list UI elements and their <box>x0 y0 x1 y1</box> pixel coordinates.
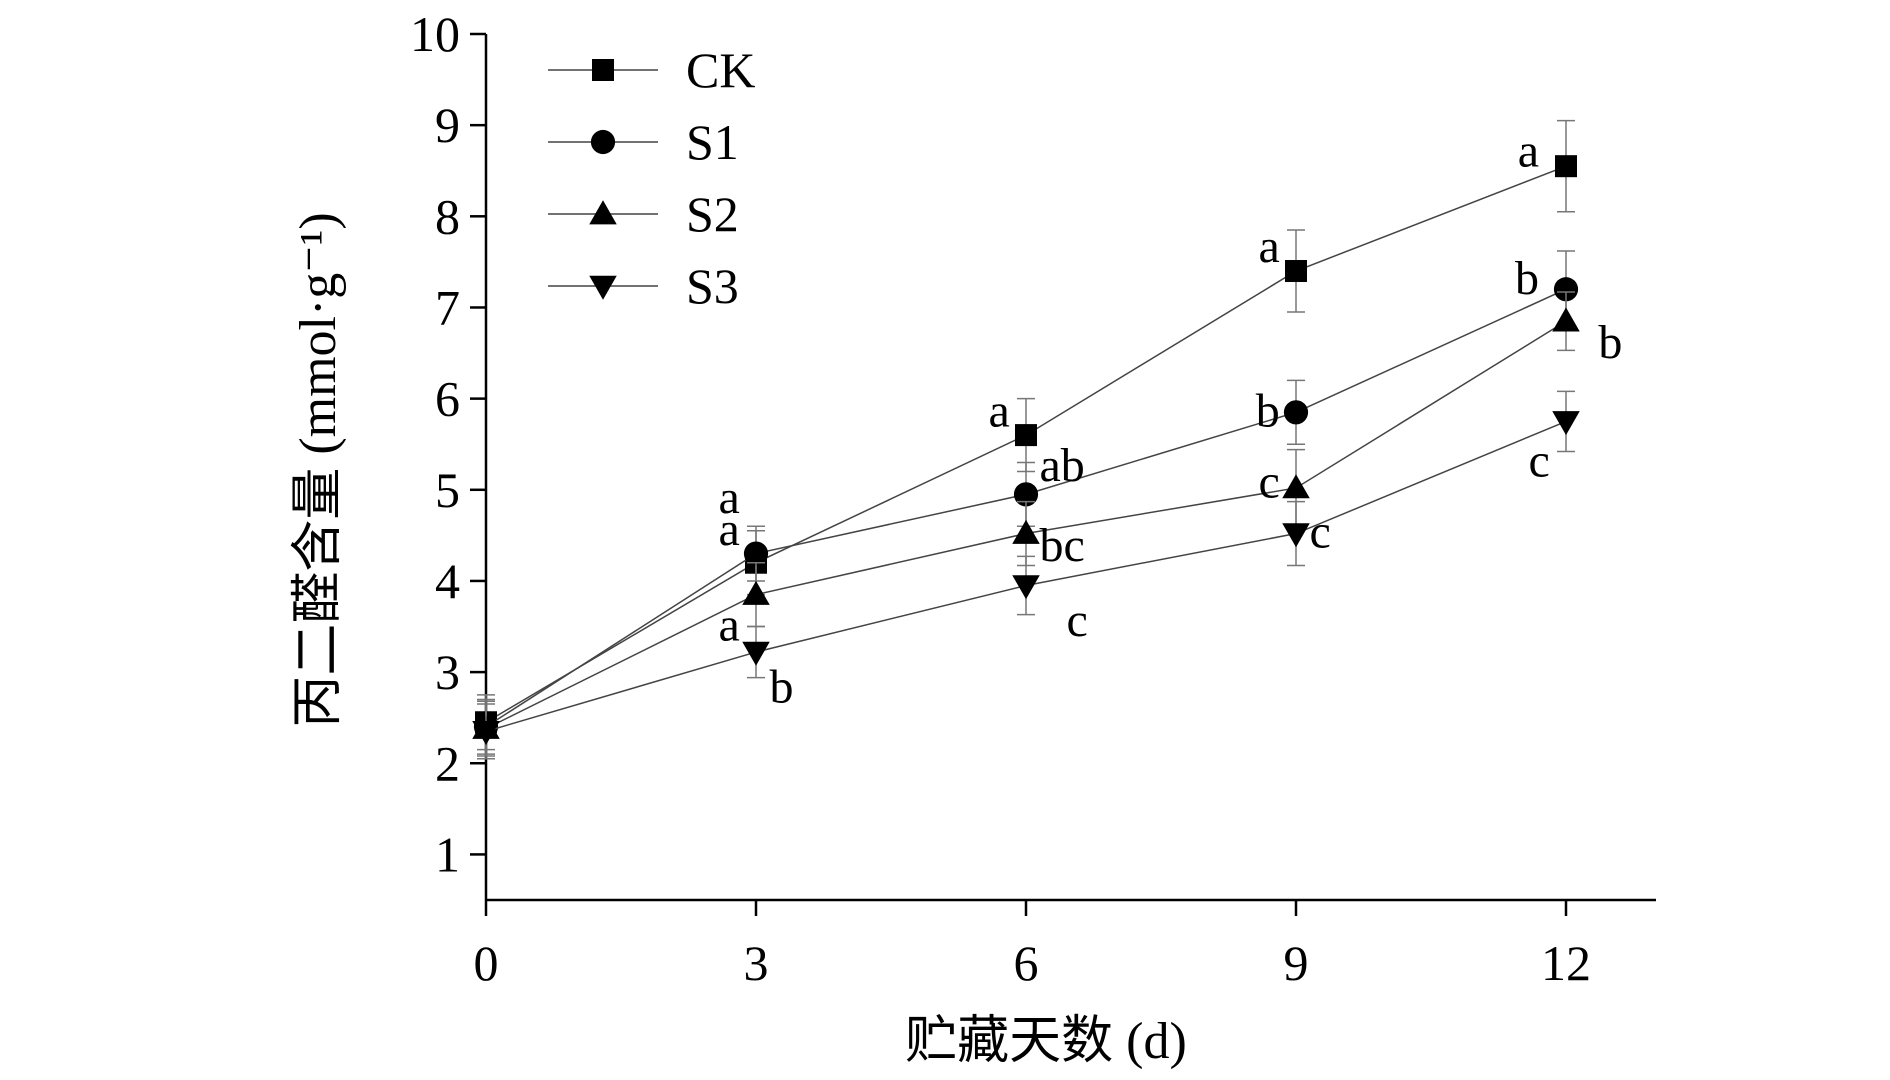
y-tick-label: 8 <box>435 188 460 244</box>
significance-label: b <box>1515 252 1539 305</box>
data-point <box>743 541 769 566</box>
significance-label: ab <box>1040 439 1085 492</box>
y-tick-label: 9 <box>435 97 460 153</box>
data-point <box>1285 260 1307 283</box>
legend-item-s3: S3 <box>548 258 739 314</box>
data-point <box>472 721 500 746</box>
data-point <box>1552 411 1580 436</box>
x-tick-label: 3 <box>744 935 769 991</box>
significance-label: c <box>1258 455 1279 508</box>
x-tick-label: 9 <box>1284 935 1309 991</box>
legend-label: S2 <box>686 186 739 242</box>
x-axis-label: 贮藏天数 (d) <box>905 1013 1187 1070</box>
legend-marker <box>589 200 617 225</box>
significance-label: c <box>1067 594 1088 647</box>
x-tick-label: 6 <box>1014 935 1039 991</box>
y-tick-label: 3 <box>435 644 460 700</box>
data-point <box>1282 474 1310 499</box>
y-tick-label: 1 <box>435 826 460 882</box>
legend-label: S3 <box>686 258 739 314</box>
significance-label: b <box>1256 384 1280 437</box>
significance-label: b <box>1598 316 1622 369</box>
legend-marker <box>590 129 616 155</box>
data-point <box>1015 424 1037 447</box>
legend-label: CK <box>686 42 755 98</box>
data-point <box>1013 482 1039 507</box>
significance-label: a <box>988 384 1009 437</box>
significance-label: c <box>1528 434 1549 487</box>
significance-label: c <box>1310 506 1331 559</box>
legend-marker <box>592 59 614 81</box>
data-point <box>742 641 770 666</box>
significance-label: b <box>770 661 794 714</box>
data-point <box>1553 277 1579 302</box>
significance-label: a <box>718 599 739 652</box>
y-axis-label: 丙二醛含量 (mmol·g⁻¹) <box>290 212 347 727</box>
data-point <box>742 580 770 605</box>
legend: CK S1 S2 S3 <box>548 42 755 314</box>
x-tick-label: 0 <box>474 935 499 991</box>
legend-marker <box>589 275 617 300</box>
data-point <box>1555 155 1577 178</box>
significance-label: a <box>718 471 739 524</box>
x-tick-label: 12 <box>1541 935 1591 991</box>
y-tick-label: 10 <box>410 6 460 62</box>
data-point <box>1282 523 1310 548</box>
data-point <box>1012 519 1040 544</box>
y-tick-label: 6 <box>435 371 460 427</box>
legend-label: S1 <box>686 114 739 170</box>
data-point <box>1552 307 1580 332</box>
significance-label: bc <box>1040 519 1085 572</box>
legend-item-s1: S1 <box>548 114 739 170</box>
y-tick-label: 5 <box>435 462 460 518</box>
y-tick-label: 4 <box>435 553 460 609</box>
data-point <box>1283 400 1309 425</box>
legend-item-ck: CK <box>548 42 755 98</box>
significance-label: a <box>718 503 739 556</box>
significance-label: a <box>1258 220 1279 273</box>
legend-item-s2: S2 <box>548 186 739 242</box>
y-tick-label: 7 <box>435 279 460 335</box>
data-point <box>1012 575 1040 600</box>
significance-label: a <box>1518 125 1539 178</box>
y-tick-label: 2 <box>435 735 460 791</box>
